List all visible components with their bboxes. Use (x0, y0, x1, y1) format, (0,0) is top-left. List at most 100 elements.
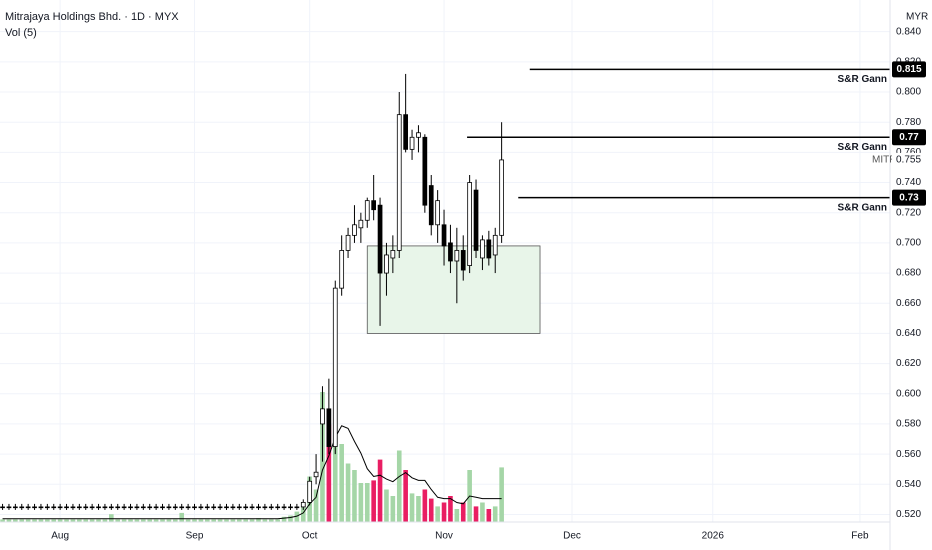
volume-bar (377, 459, 383, 522)
candle-body (185, 506, 191, 509)
volume-bar (441, 502, 447, 522)
x-tick-label: Oct (302, 531, 318, 542)
volume-bar (6, 519, 12, 522)
candle-body (172, 506, 178, 509)
candle-body (352, 224, 357, 236)
volume-bar (243, 519, 248, 522)
candle-body (307, 480, 313, 503)
price-badge-label: 0.77 (899, 132, 919, 143)
candle-body (25, 506, 31, 509)
volume-bar (249, 519, 255, 522)
volume-bar (77, 519, 82, 522)
last-price-badge (892, 152, 926, 167)
symbol-label: MITRA (872, 155, 903, 166)
candle-body (384, 254, 389, 274)
candle-body (38, 506, 44, 509)
volume-bar (448, 496, 453, 522)
candle-body (134, 506, 140, 509)
candle-body (217, 506, 223, 509)
candle-body (32, 506, 37, 509)
volume-bar (198, 519, 204, 522)
level-label: S&R Gann (838, 74, 887, 85)
candle-body (492, 234, 498, 256)
price-badge-label: 0.815 (896, 64, 921, 75)
volume-bar (96, 519, 101, 522)
volume-bar (185, 519, 191, 522)
candle-body (64, 506, 69, 509)
candle-body (409, 136, 415, 150)
volume-bar (486, 509, 492, 522)
candle-body (313, 471, 319, 478)
candle-body (236, 506, 242, 509)
volume-bar (428, 498, 434, 522)
candle-body (358, 219, 364, 229)
candle-body (403, 114, 409, 150)
candle-body (448, 242, 453, 262)
candle-body (262, 506, 268, 509)
volume-bar (499, 467, 504, 522)
volume-bar (384, 489, 389, 522)
candle-body (224, 506, 229, 509)
volume-bar (358, 483, 364, 522)
volume-bar (128, 519, 133, 522)
volume-bar (211, 519, 217, 522)
volume-bar (147, 519, 153, 522)
price-badge (892, 189, 926, 206)
candle-body (96, 506, 101, 509)
candle-body (467, 182, 472, 266)
volume-bar (326, 424, 332, 522)
volume-bar (217, 519, 223, 522)
y-tick-label: 0.780 (896, 117, 921, 128)
volume-bar (480, 502, 485, 522)
x-tick-label: 2026 (702, 531, 725, 542)
volume-bar (89, 519, 95, 522)
volume-bar (57, 519, 63, 522)
volume-bar (32, 519, 37, 522)
candle-body (332, 287, 338, 447)
y-tick-label: 0.840 (896, 26, 921, 37)
volume-bar (179, 512, 185, 522)
volume-bar (102, 519, 108, 522)
volume-bar (454, 509, 460, 522)
volume-bar (115, 519, 121, 522)
volume-bar (281, 516, 287, 522)
currency: MYR (906, 12, 928, 23)
candle-body (300, 501, 306, 508)
candle-body (326, 408, 332, 447)
candle-body (57, 506, 63, 509)
x-tick-label: Sep (186, 531, 204, 542)
y-tick-label: 0.620 (896, 358, 921, 369)
candle-body (140, 506, 146, 509)
zone-box (366, 245, 541, 334)
volume-bar (153, 519, 159, 522)
volume-bar (294, 511, 300, 522)
candle-body (243, 506, 249, 509)
candle-body (166, 506, 172, 509)
candle-body (345, 234, 351, 251)
candle-body (89, 506, 95, 509)
candle-body (428, 185, 434, 226)
candle-body (0, 506, 5, 509)
y-tick-label: 0.520 (896, 509, 921, 520)
price-badge (892, 61, 926, 78)
candle-body (275, 506, 281, 509)
price-badge (892, 129, 926, 146)
y-tick-label: 0.560 (896, 449, 921, 460)
volume-ma-line (2, 425, 502, 520)
y-tick-label: 0.540 (896, 479, 921, 490)
volume-bar (141, 519, 146, 522)
x-tick-label: Dec (563, 531, 581, 542)
volume-bar (134, 519, 140, 522)
candle-body (377, 204, 383, 274)
y-tick-label: 0.600 (896, 388, 921, 399)
candle-body (51, 506, 57, 509)
candle-body (294, 506, 300, 509)
candle-body (268, 506, 274, 509)
candle-body (371, 200, 377, 211)
volume-bar (403, 470, 408, 522)
candle-body (396, 114, 402, 251)
chart-title: Mitrajaya Holdings Bhd. · 1D · MYX (5, 11, 179, 23)
y-tick-label: 0.700 (896, 238, 921, 249)
x-tick-label: Nov (435, 531, 453, 542)
